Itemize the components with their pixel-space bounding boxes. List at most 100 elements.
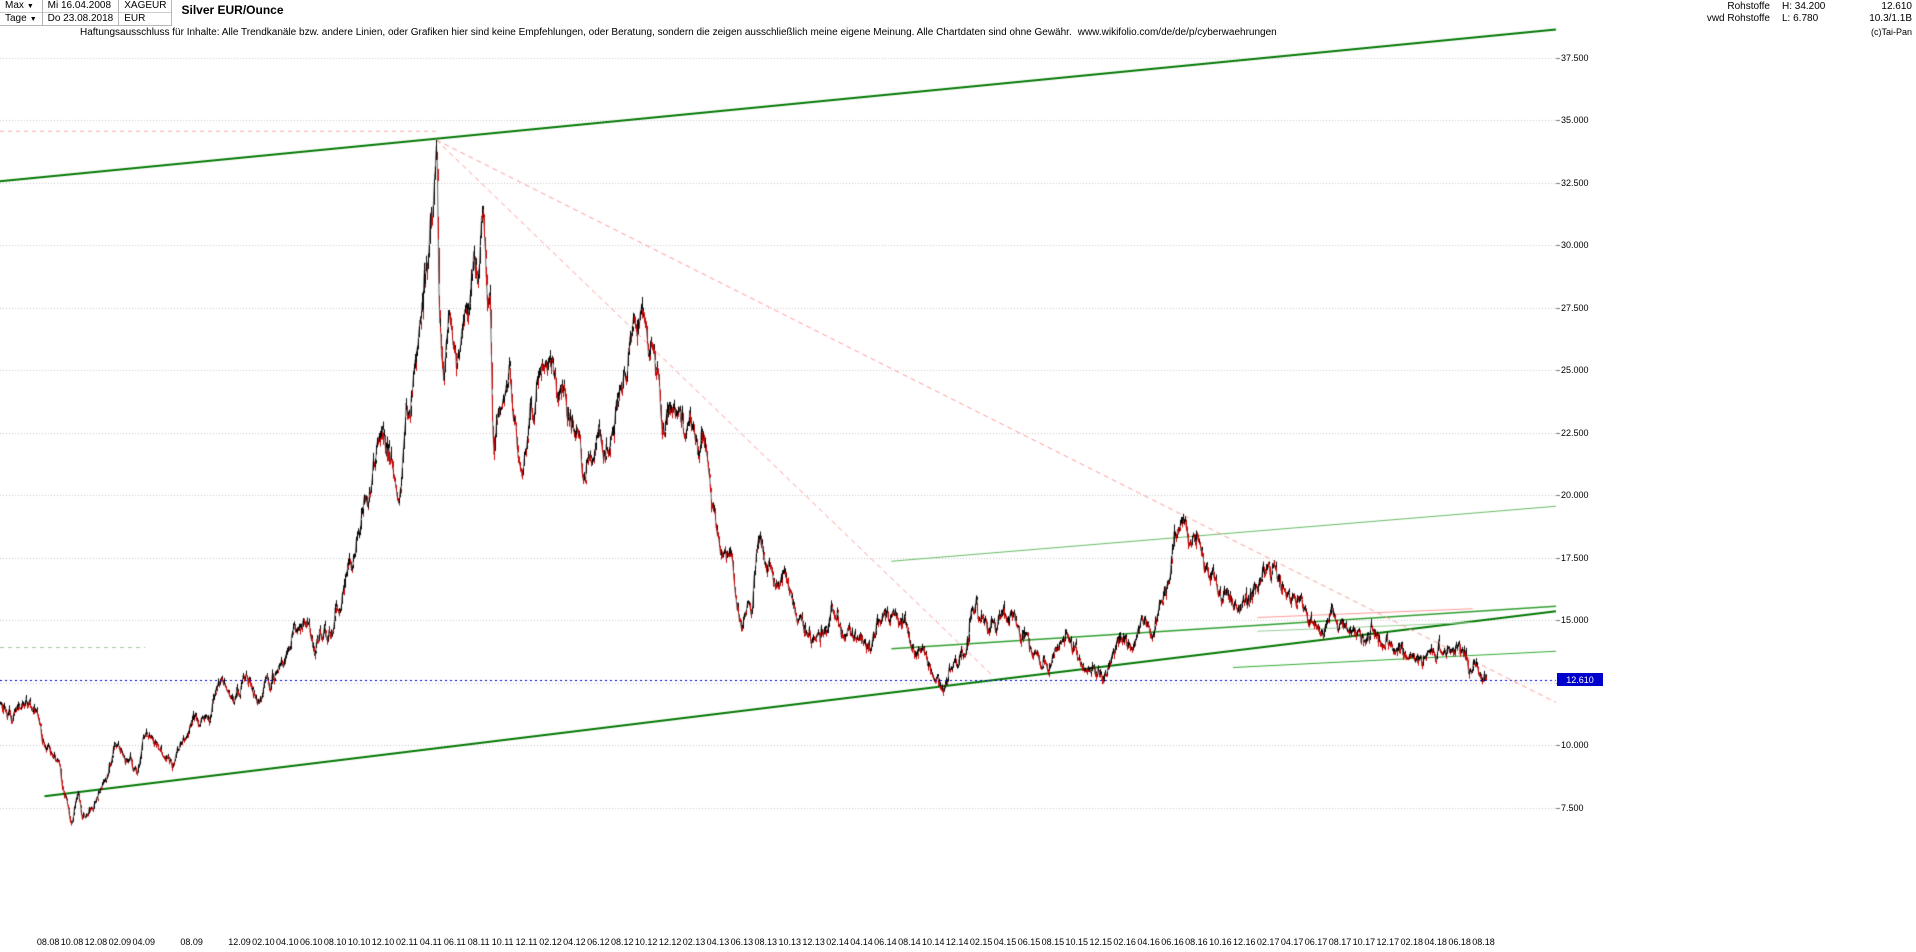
x-axis-label: 08.17 <box>1328 937 1352 947</box>
x-axis-label: 02.15 <box>969 937 993 947</box>
x-axis-label: 12.09 <box>228 937 251 947</box>
last-price-marker: 12.610 <box>1557 673 1603 687</box>
x-axis-label: 02.16 <box>1113 937 1136 947</box>
symbol-fields: XAGEUR EUR <box>118 0 173 26</box>
x-axis-label: 10.12 <box>634 937 658 947</box>
x-axis-label: 08.14 <box>898 937 921 947</box>
x-axis-label: 06.14 <box>874 937 897 947</box>
y-axis-label: 35.000 <box>1561 115 1589 125</box>
y-axis-label: 22.500 <box>1561 427 1589 438</box>
volume-value: 10.3/1.1B <box>1869 13 1912 24</box>
x-axis-label: 08.13 <box>754 937 778 947</box>
y-axis-label: 32.500 <box>1561 177 1589 188</box>
x-axis-label: 12.10 <box>371 937 395 947</box>
x-axis-label: 06.12 <box>587 937 610 947</box>
y-axis-label: 25.000 <box>1561 365 1589 375</box>
x-axis-label: 08.09 <box>180 937 203 947</box>
y-axis-label: 27.500 <box>1561 302 1589 313</box>
quote-info-row-1: Rohstoffe H: 34.200 12.610 <box>1707 1 1912 13</box>
x-axis-label: 10.14 <box>921 937 945 947</box>
category-label: Rohstoffe <box>1727 1 1770 12</box>
x-axis-label: 10.13 <box>778 937 801 947</box>
x-axis-label: 04.09 <box>132 937 156 947</box>
x-axis-label: 02.10 <box>252 937 275 947</box>
x-axis-label: 02.17 <box>1256 937 1280 947</box>
currency-code: EUR <box>119 12 172 25</box>
x-axis-label: 06.15 <box>1017 937 1041 947</box>
y-axis-label: 37.500 <box>1561 52 1589 63</box>
x-axis-label: 02.14 <box>826 937 849 947</box>
x-axis-label: 04.13 <box>706 937 730 947</box>
range-dropdown[interactable]: Max ▼ <box>0 0 42 12</box>
x-axis-label: 10.10 <box>347 937 371 947</box>
x-axis-label: 08.11 <box>467 937 490 947</box>
source-label: vwd Rohstoffe <box>1706 13 1770 24</box>
low-value: L: 6.780 <box>1782 13 1819 24</box>
copyright-label: (c)Tai-Pan <box>1870 27 1912 37</box>
start-date-field[interactable]: Mi 16.04.2008 <box>47 0 112 11</box>
y-axis-label: 15.000 <box>1561 615 1589 625</box>
interval-dropdown-label: Tage <box>5 13 27 24</box>
high-value: H: 34.200 <box>1782 1 1826 12</box>
x-axis-label: 02.12 <box>539 937 562 947</box>
chevron-down-icon: ▼ <box>26 3 34 10</box>
chevron-down-icon: ▼ <box>29 16 37 23</box>
wikifolio-link[interactable]: www.wikifolio.com/de/de/p/cyberwaehrunge… <box>1077 27 1277 38</box>
y-axis-label: 10.000 <box>1561 740 1589 750</box>
x-axis-label: 06.10 <box>299 937 323 947</box>
x-axis-label: 10.15 <box>1065 937 1089 947</box>
x-axis-label: 12.15 <box>1089 937 1112 947</box>
x-axis-label: 12.14 <box>945 937 969 947</box>
x-axis-label: 02.18 <box>1400 937 1423 947</box>
y-axis-label: 30.000 <box>1561 240 1589 250</box>
date-range-fields: Mi 16.04.2008 Do 23.08.2018 <box>41 0 120 26</box>
x-axis-label: 08.08 <box>36 937 60 947</box>
x-axis-label: 10.11 <box>491 937 514 947</box>
chart-toolbar: Max ▼ Tage ▼ Mi 16.04.2008 Do 23.08.2018… <box>0 0 1916 26</box>
x-axis-label: 12.08 <box>84 937 108 947</box>
x-axis-label: 02.11 <box>396 937 418 947</box>
x-axis-label: 06.13 <box>730 937 754 947</box>
end-date-field[interactable]: Do 23.08.2018 <box>42 12 119 25</box>
interval-dropdown[interactable]: Tage ▼ <box>0 12 42 25</box>
x-axis-label: 10.08 <box>60 937 84 947</box>
x-axis-label: 12.17 <box>1376 937 1400 947</box>
x-axis-label: 10.16 <box>1209 937 1232 947</box>
x-axis-label: 04.14 <box>850 937 873 947</box>
toolbar-left: Max ▼ Tage ▼ Mi 16.04.2008 Do 23.08.2018… <box>0 0 284 26</box>
x-axis-label: 02.13 <box>682 937 706 947</box>
instrument-title: Silver EUR/Ounce <box>181 3 284 17</box>
x-axis-label: 12.11 <box>515 937 538 947</box>
x-axis-label: 06.18 <box>1448 937 1471 947</box>
last-price-marker-label: 12.610 <box>1566 674 1594 685</box>
quote-info-row-2: vwd Rohstoffe L: 6.780 10.3/1.1B <box>1707 13 1912 25</box>
x-axis-label: 04.12 <box>563 937 586 947</box>
x-axis-label: 08.15 <box>1041 937 1065 947</box>
x-axis-label: 04.10 <box>276 937 299 947</box>
x-axis-label: 08.16 <box>1185 937 1208 947</box>
x-axis-label: 08.12 <box>610 937 634 947</box>
range-dropdown-label: Max <box>5 0 24 11</box>
x-axis-label: 06.11 <box>443 937 466 947</box>
y-axis-label: 7.500 <box>1561 802 1584 813</box>
x-axis-label: 04.16 <box>1137 937 1160 947</box>
x-axis-label: 06.17 <box>1304 937 1328 947</box>
x-axis-label: 08.10 <box>323 937 347 947</box>
x-axis-label: 12.12 <box>658 937 682 947</box>
x-axis-label: 10.17 <box>1352 937 1376 947</box>
last-price-value: 12.610 <box>1881 1 1912 12</box>
x-axis-label: 04.11 <box>419 937 442 947</box>
x-axis-label: 04.15 <box>993 937 1017 947</box>
y-axis-label: 20.000 <box>1561 490 1589 500</box>
y-axis-label: 17.500 <box>1561 552 1589 563</box>
x-axis-label: 04.18 <box>1424 937 1447 947</box>
quote-info-panel: Rohstoffe H: 34.200 12.610 vwd Rohstoffe… <box>1707 0 1916 26</box>
symbol-code: XAGEUR <box>124 0 167 11</box>
x-axis-label: 02.09 <box>108 937 132 947</box>
x-axis-label: 04.17 <box>1280 937 1304 947</box>
x-axis-label: 12.16 <box>1233 937 1256 947</box>
period-selectors: Max ▼ Tage ▼ <box>0 0 43 26</box>
x-axis-label: 06.16 <box>1161 937 1184 947</box>
